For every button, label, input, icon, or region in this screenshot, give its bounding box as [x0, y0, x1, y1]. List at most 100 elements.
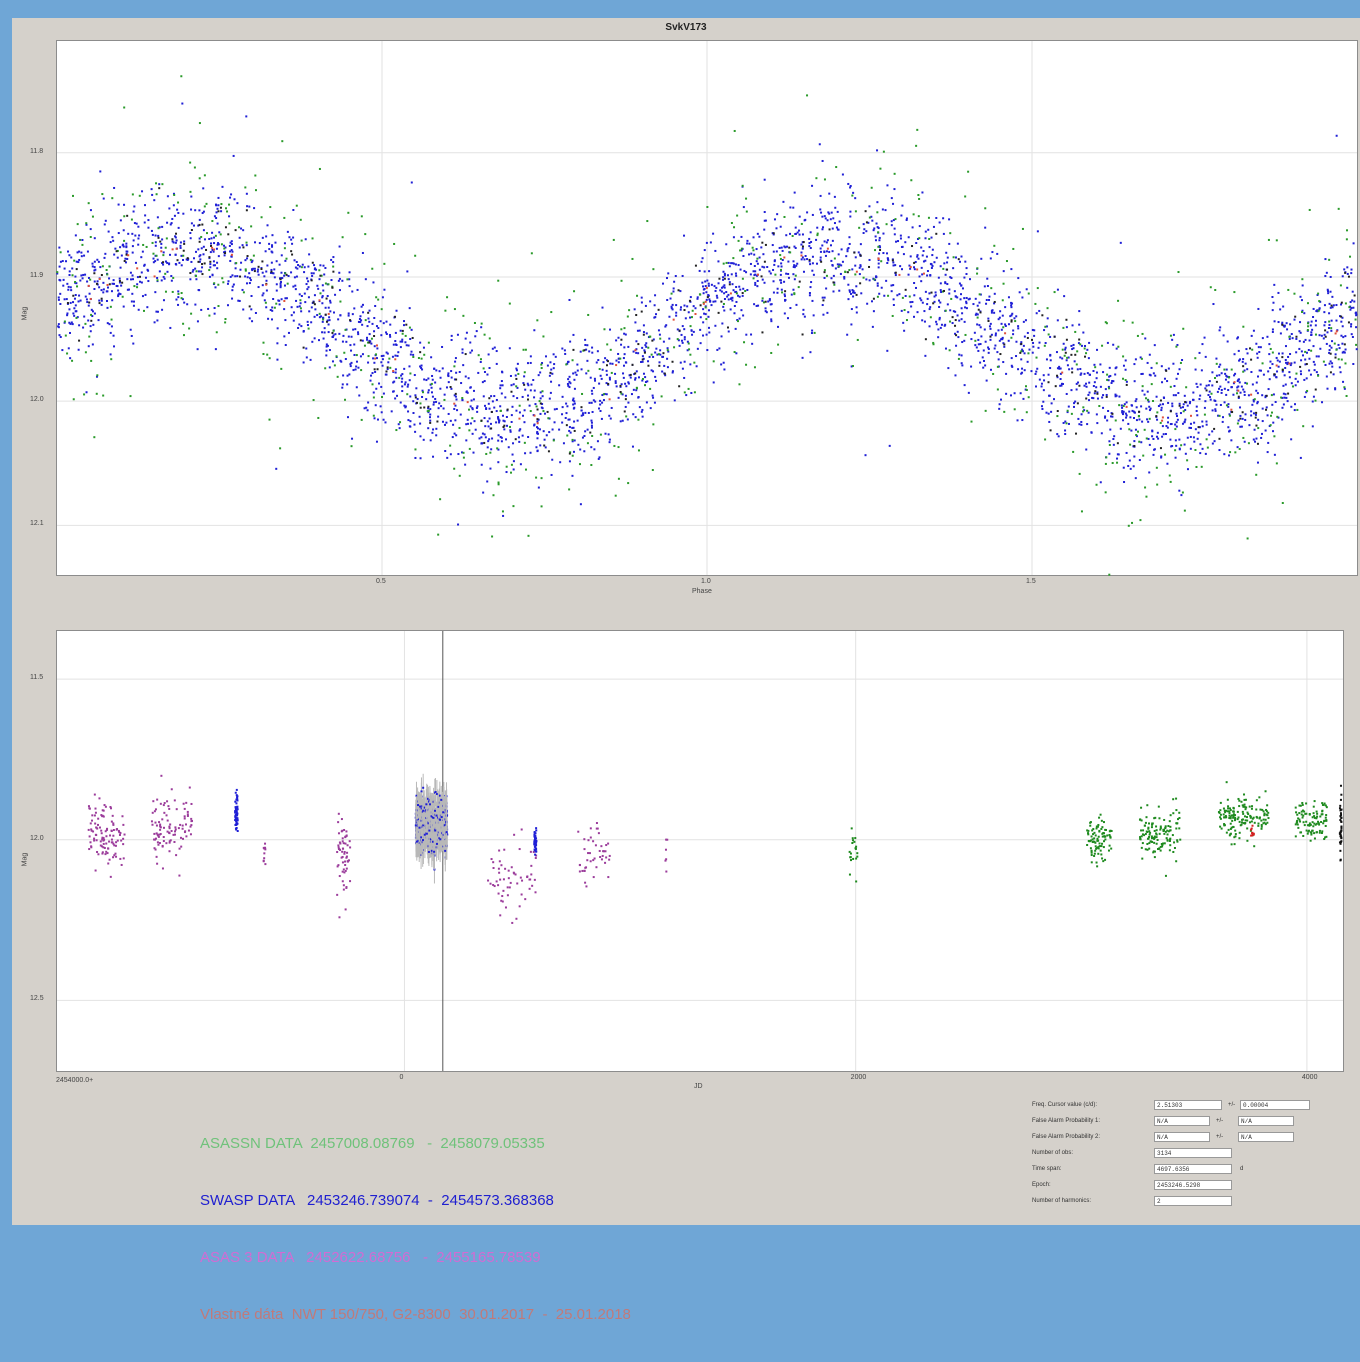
time-point — [264, 843, 266, 845]
phase-point — [616, 385, 618, 387]
phase-point — [1204, 387, 1206, 389]
phase-point — [1125, 369, 1127, 371]
phase-point — [447, 374, 449, 376]
time-point — [513, 834, 515, 836]
phase-point — [1195, 369, 1197, 371]
time-point — [608, 859, 610, 861]
phase-point — [969, 298, 971, 300]
phase-point — [1199, 452, 1201, 454]
phase-point — [329, 349, 331, 351]
phase-point — [1020, 392, 1022, 394]
phase-point — [1066, 357, 1068, 359]
phase-point — [179, 245, 181, 247]
phase-point — [98, 300, 100, 302]
phase-point — [425, 398, 427, 400]
phase-point — [216, 211, 218, 213]
phase-point — [685, 394, 687, 396]
phase-point — [1330, 330, 1332, 332]
phase-point — [754, 366, 756, 368]
phase-point — [573, 407, 575, 409]
phase-point — [332, 271, 334, 273]
phase-point — [66, 312, 68, 314]
phase-point — [1344, 362, 1346, 364]
phase-point — [491, 411, 493, 413]
phase-point — [94, 313, 96, 315]
phase-point — [387, 353, 389, 355]
phase-point — [1130, 468, 1132, 470]
time-point — [93, 838, 95, 840]
phase-point — [56, 271, 58, 273]
phase-point — [1085, 352, 1087, 354]
phase-point — [1113, 444, 1115, 446]
phase-point — [723, 368, 725, 370]
phase-point — [143, 265, 145, 267]
phase-point — [1223, 453, 1225, 455]
phase-point — [173, 204, 175, 206]
phase-point — [671, 293, 673, 295]
phase-point — [1273, 284, 1275, 286]
phase-point — [966, 267, 968, 269]
phase-point — [380, 361, 382, 363]
phase-point — [288, 236, 290, 238]
phase-point — [848, 236, 850, 238]
phase-point — [820, 212, 822, 214]
phase-point — [239, 269, 241, 271]
time-point — [348, 859, 350, 861]
phase-plot[interactable] — [56, 40, 1358, 576]
phase-point — [1334, 388, 1336, 390]
phase-point — [566, 435, 568, 437]
chart-title: SvkV173 — [12, 22, 1360, 33]
phase-point — [784, 293, 786, 295]
time-point — [190, 820, 192, 822]
phase-point — [805, 255, 807, 257]
phase-point — [1348, 276, 1350, 278]
phase-point — [828, 193, 830, 195]
phase-point — [1201, 421, 1203, 423]
phase-point — [658, 353, 660, 355]
time-point — [534, 879, 536, 881]
phase-point — [519, 405, 521, 407]
phase-point — [926, 256, 928, 258]
phase-point — [217, 208, 219, 210]
phase-point — [133, 211, 135, 213]
phase-point — [850, 323, 852, 325]
phase-point — [659, 349, 661, 351]
phase-point — [465, 376, 467, 378]
phase-point — [438, 402, 440, 404]
time-plot[interactable] — [56, 630, 1344, 1072]
phase-point — [319, 292, 321, 294]
phase-point — [172, 277, 174, 279]
phase-point — [112, 240, 114, 242]
phase-point — [1152, 438, 1154, 440]
phase-point — [1300, 373, 1302, 375]
phase-point — [708, 309, 710, 311]
phase-point — [630, 377, 632, 379]
time-point — [345, 870, 347, 872]
time-point — [91, 820, 93, 822]
phase-point — [917, 254, 919, 256]
phase-point — [1078, 385, 1080, 387]
phase-point — [270, 269, 272, 271]
time-point — [346, 868, 348, 870]
phase-point — [631, 393, 633, 395]
phase-point — [683, 309, 685, 311]
phase-point — [945, 274, 947, 276]
phase-point — [1329, 345, 1331, 347]
phase-point — [1066, 359, 1068, 361]
phase-point — [824, 178, 826, 180]
phase-point — [668, 316, 670, 318]
phase-point — [201, 273, 203, 275]
phase-point — [503, 428, 505, 430]
phase-point — [101, 193, 103, 195]
phase-point — [976, 273, 978, 275]
phase-point — [858, 227, 860, 229]
phase-point — [356, 386, 358, 388]
phase-point — [909, 295, 911, 297]
phase-point — [457, 334, 459, 336]
phase-point — [954, 311, 956, 313]
time-point — [89, 808, 91, 810]
time-point — [339, 843, 341, 845]
time-point — [106, 828, 108, 830]
phase-point — [708, 327, 710, 329]
phase-point — [704, 249, 706, 251]
